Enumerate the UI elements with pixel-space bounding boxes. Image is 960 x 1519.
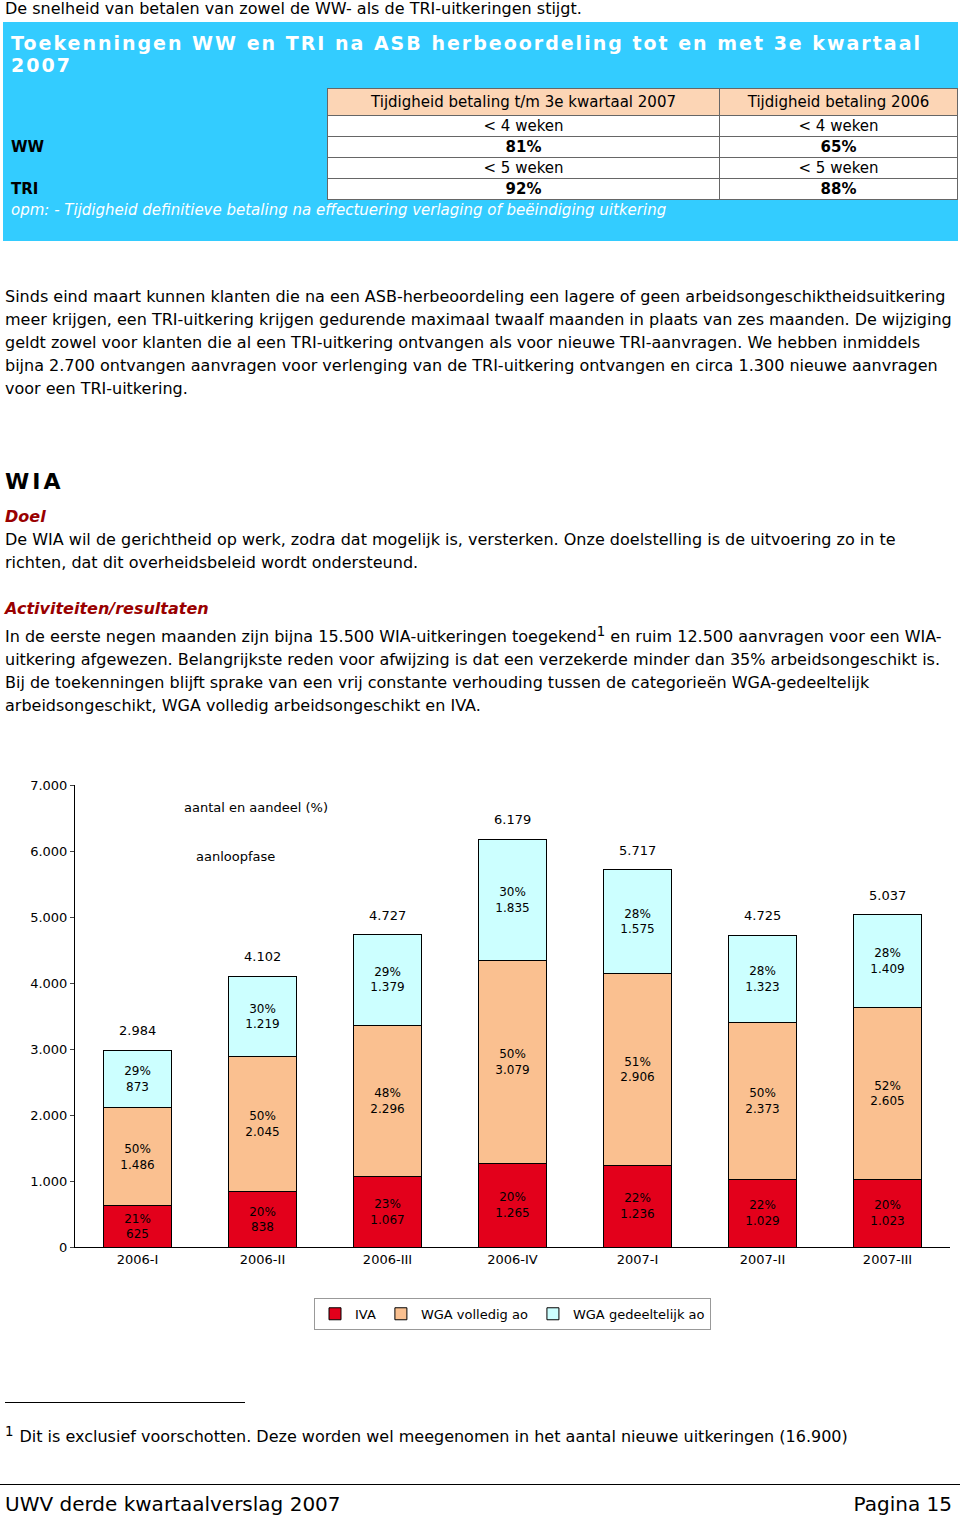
svg-text:30%1.835: 30%1.835 bbox=[495, 885, 529, 915]
svg-text:4.725: 4.725 bbox=[744, 908, 781, 923]
svg-text:0: 0 bbox=[59, 1240, 67, 1255]
html-text:81%: 81% bbox=[505, 138, 542, 156]
html-text:De snelheid van betalen van zo: De snelheid van betalen van zowel de WW-… bbox=[5, 0, 582, 18]
svg-text:28%1.575: 28%1.575 bbox=[620, 907, 654, 937]
svg-text:22%1.029: 22%1.029 bbox=[745, 1198, 779, 1228]
svg-text:29%873: 29%873 bbox=[124, 1064, 151, 1094]
svg-text:4.727: 4.727 bbox=[369, 908, 406, 923]
svg-text:4.102: 4.102 bbox=[244, 949, 281, 964]
html-text:WW: WW bbox=[11, 138, 45, 156]
svg-text:2006-IV: 2006-IV bbox=[487, 1252, 538, 1267]
html-text:< 4 weken: < 4 weken bbox=[798, 117, 879, 135]
svg-text:5.000: 5.000 bbox=[30, 910, 67, 925]
svg-text:2006-I: 2006-I bbox=[117, 1252, 159, 1267]
svg-text:50%1.486: 50%1.486 bbox=[120, 1142, 154, 1172]
html-text:De WIA wil de gerichtheid op w: De WIA wil de gerichtheid op werk, zodra… bbox=[5, 530, 896, 572]
svg-text:50%3.079: 50%3.079 bbox=[495, 1047, 529, 1077]
svg-text:52%2.605: 52%2.605 bbox=[870, 1079, 904, 1109]
html-text:65%: 65% bbox=[820, 138, 857, 156]
html-text:Toekenningen WW en TRI na ASB: Toekenningen WW en TRI na ASB herbeoorde… bbox=[11, 32, 922, 76]
svg-text:48%2.296: 48%2.296 bbox=[370, 1086, 404, 1116]
svg-text:22%1.236: 22%1.236 bbox=[620, 1191, 654, 1221]
svg-text:23%1.067: 23%1.067 bbox=[370, 1197, 404, 1227]
svg-text:6.179: 6.179 bbox=[494, 812, 531, 827]
svg-text:20%1.023: 20%1.023 bbox=[870, 1198, 904, 1228]
svg-text:29%1.379: 29%1.379 bbox=[370, 965, 404, 995]
html-text:In de eerste negen maanden zij: In de eerste negen maanden zijn bijna 15… bbox=[5, 624, 942, 670]
svg-text:2.984: 2.984 bbox=[119, 1023, 156, 1038]
svg-text:30%1.219: 30%1.219 bbox=[245, 1002, 279, 1032]
html-text:1 Dit is exclusief voorschotte: 1 Dit is exclusief voorschotten. Deze wo… bbox=[5, 1424, 848, 1447]
svg-text:20%838: 20%838 bbox=[249, 1205, 276, 1235]
html-text:88%: 88% bbox=[820, 180, 857, 198]
svg-text:aanloopfase: aanloopfase bbox=[196, 849, 275, 864]
html-text:TRI: TRI bbox=[11, 180, 39, 198]
svg-text:2.000: 2.000 bbox=[30, 1108, 67, 1123]
html-text:Activiteiten/resultaten: Activiteiten/resultaten bbox=[5, 599, 209, 618]
svg-text:20%1.265: 20%1.265 bbox=[495, 1190, 529, 1220]
svg-text:5.717: 5.717 bbox=[619, 843, 656, 858]
html-text:Tijdigheid betaling t/m 3e kwa: Tijdigheid betaling t/m 3e kwartaal 2007 bbox=[371, 92, 676, 111]
svg-text:WGA gedeeltelijk ao: WGA gedeeltelijk ao bbox=[573, 1307, 705, 1322]
html-text:92%: 92% bbox=[505, 180, 542, 198]
svg-text:1.000: 1.000 bbox=[30, 1174, 67, 1189]
svg-text:3.000: 3.000 bbox=[30, 1042, 67, 1057]
svg-text:50%2.373: 50%2.373 bbox=[745, 1086, 779, 1116]
svg-text:2006-II: 2006-II bbox=[240, 1252, 285, 1267]
svg-text:WGA volledig ao: WGA volledig ao bbox=[421, 1307, 528, 1322]
svg-text:6.000: 6.000 bbox=[30, 844, 67, 859]
html-text:Pagina 15: Pagina 15 bbox=[853, 1492, 952, 1516]
svg-text:28%1.323: 28%1.323 bbox=[745, 964, 779, 994]
svg-text:2006-III: 2006-III bbox=[363, 1252, 412, 1267]
svg-text:28%1.409: 28%1.409 bbox=[870, 946, 904, 976]
svg-text:4.000: 4.000 bbox=[30, 976, 67, 991]
svg-text:50%2.045: 50%2.045 bbox=[245, 1109, 279, 1139]
svg-text:51%2.906: 51%2.906 bbox=[620, 1055, 654, 1085]
html-text:UWV derde kwartaalverslag 2007: UWV derde kwartaalverslag 2007 bbox=[5, 1492, 341, 1516]
svg-text:2007-III: 2007-III bbox=[863, 1252, 912, 1267]
svg-text:21%625: 21%625 bbox=[124, 1212, 151, 1242]
html-text:Sinds eind maart kunnen klante: Sinds eind maart kunnen klanten die na e… bbox=[5, 287, 952, 398]
svg-text:aantal en aandeel (%): aantal en aandeel (%) bbox=[184, 800, 328, 815]
html-text:Doel: Doel bbox=[5, 507, 46, 526]
svg-text:IVA: IVA bbox=[355, 1307, 376, 1322]
html-text:Bij de toekenningen blijft spr: Bij de toekenningen blijft sprake van ee… bbox=[5, 673, 870, 716]
html-text:< 5 weken: < 5 weken bbox=[798, 159, 879, 177]
html-text:opm: - Tijdigheid definitieve: opm: - Tijdigheid definitieve betaling n… bbox=[11, 201, 667, 219]
html-text:< 5 weken: < 5 weken bbox=[483, 159, 564, 177]
svg-text:5.037: 5.037 bbox=[869, 888, 906, 903]
html-text:Tijdigheid betaling 2006: Tijdigheid betaling 2006 bbox=[747, 92, 930, 111]
html-text:< 4 weken: < 4 weken bbox=[483, 117, 564, 135]
svg-text:2007-I: 2007-I bbox=[617, 1252, 659, 1267]
svg-text:7.000: 7.000 bbox=[30, 778, 67, 793]
html-text:WIA: WIA bbox=[5, 469, 64, 494]
svg-text:2007-II: 2007-II bbox=[740, 1252, 785, 1267]
